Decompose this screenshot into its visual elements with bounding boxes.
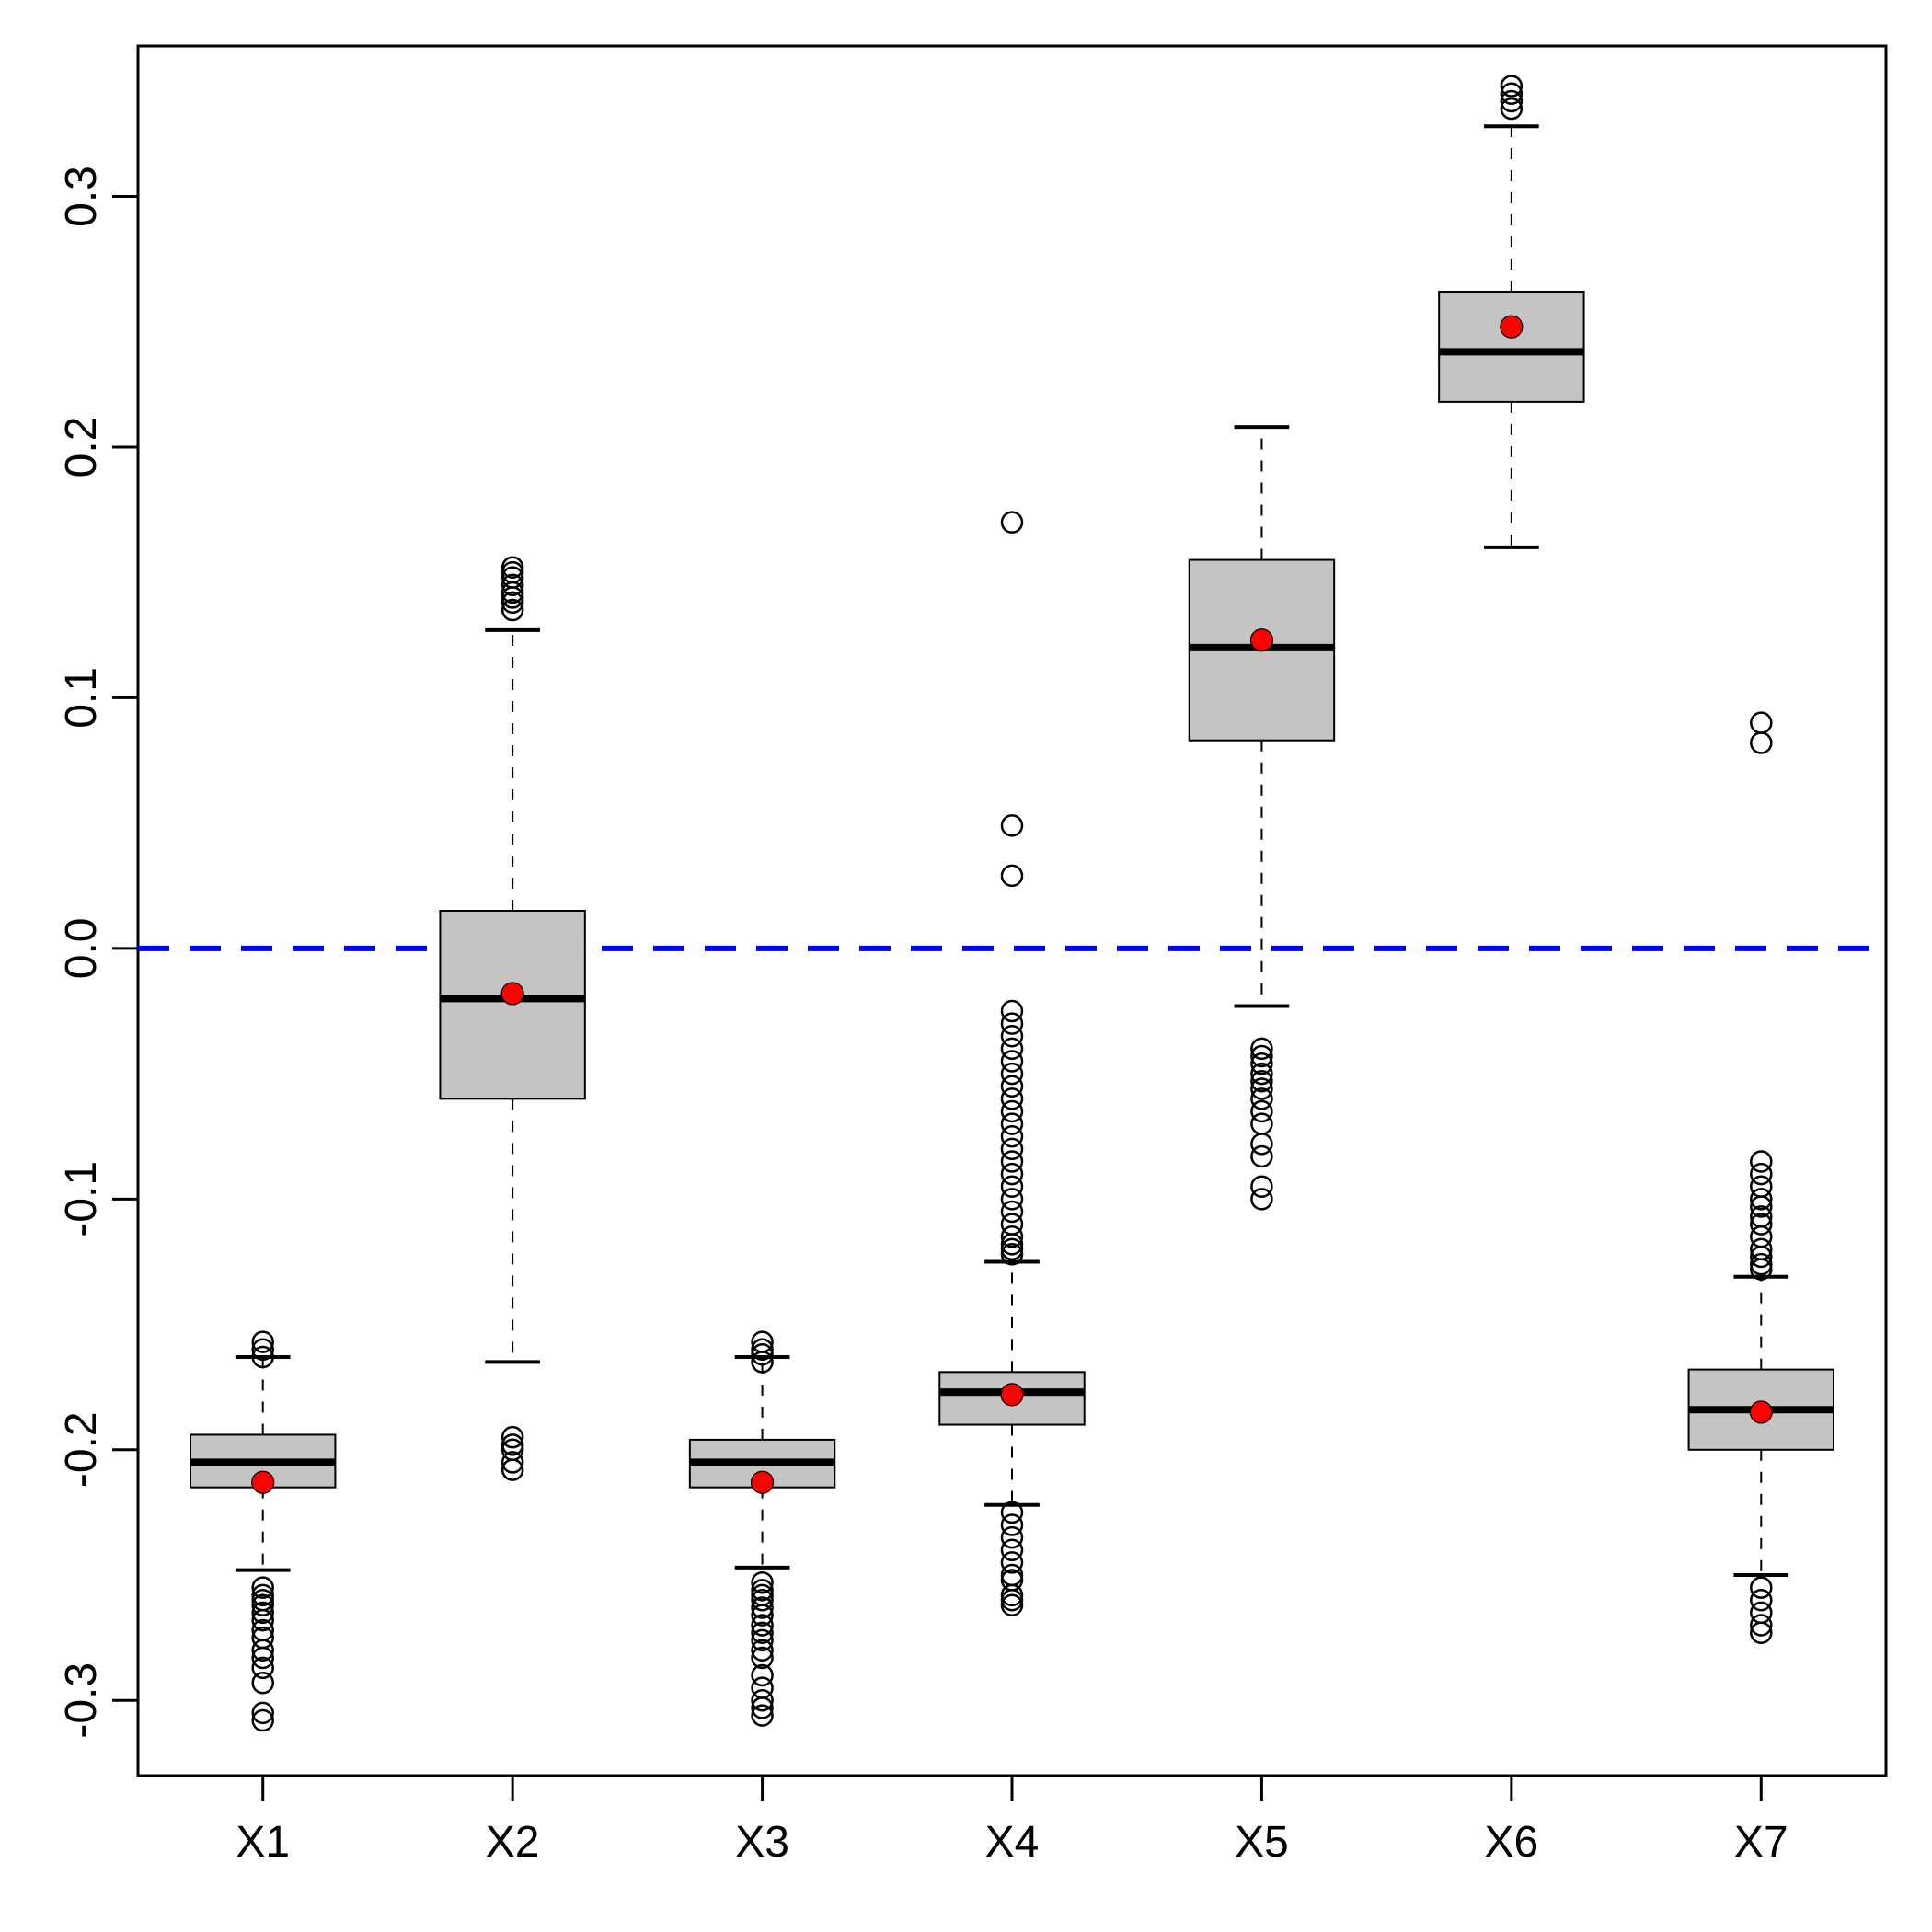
box xyxy=(1439,292,1583,402)
y-tick-label: -0.3 xyxy=(57,1662,106,1739)
y-tick-label: 0.0 xyxy=(57,918,106,980)
x-tick-label: X5 xyxy=(1235,1818,1289,1867)
y-tick-label: 0.2 xyxy=(57,417,106,478)
chart-background xyxy=(0,0,1932,1932)
mean-marker xyxy=(1750,1401,1772,1423)
y-tick-label: -0.1 xyxy=(57,1161,106,1237)
mean-marker xyxy=(501,983,523,1005)
x-tick-label: X4 xyxy=(985,1818,1040,1867)
x-tick-label: X2 xyxy=(486,1818,540,1867)
boxplot-chart: -0.3 -0.2 -0.1 0.0 0.1 0.2 0.3 X1 X2 X3 X4 X5 X6 X7 xyxy=(0,0,1932,1932)
x-tick-label: X3 xyxy=(735,1818,789,1867)
mean-marker xyxy=(252,1471,274,1493)
y-tick-label: -0.2 xyxy=(57,1411,106,1488)
mean-marker xyxy=(1250,629,1272,651)
mean-marker xyxy=(752,1471,774,1493)
mean-marker xyxy=(1001,1384,1023,1406)
x-tick-label: X6 xyxy=(1484,1818,1538,1867)
mean-marker xyxy=(1501,316,1523,338)
y-tick-label: 0.1 xyxy=(57,667,106,729)
y-tick-label: 0.3 xyxy=(57,166,106,227)
x-tick-label: X1 xyxy=(236,1818,290,1867)
x-tick-label: X7 xyxy=(1734,1818,1788,1867)
